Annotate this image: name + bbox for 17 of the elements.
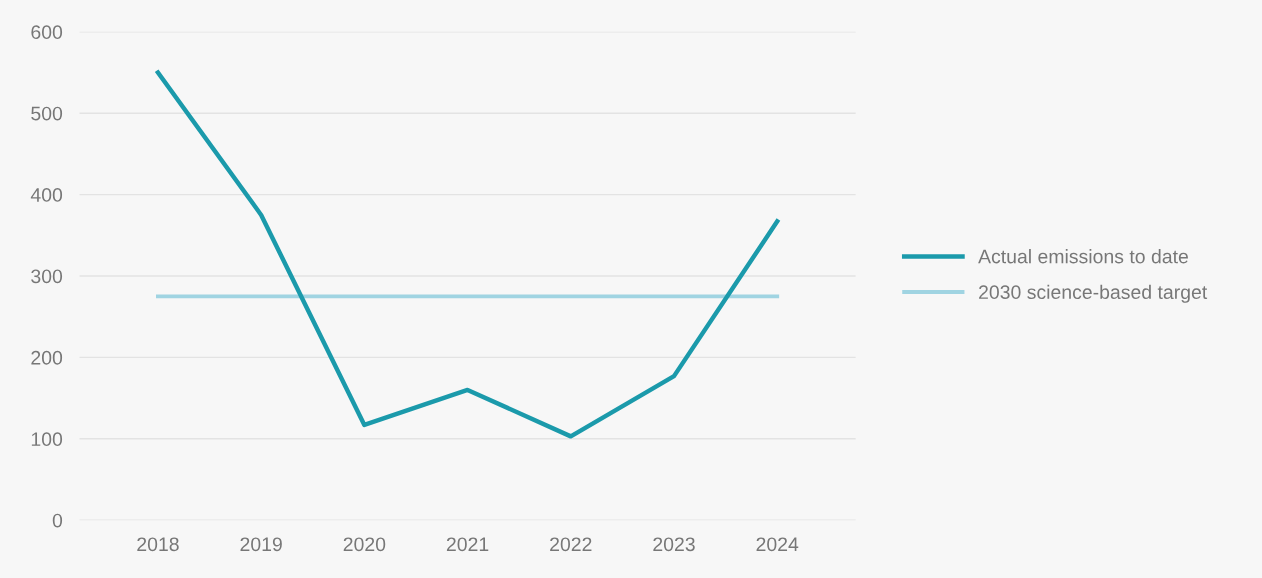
x-tick-label: 2019 xyxy=(240,537,282,552)
y-tick-label: 0 xyxy=(52,513,63,528)
line-series xyxy=(155,70,780,439)
y-tick-label: 100 xyxy=(31,432,63,447)
x-tick-label: 2020 xyxy=(343,537,386,552)
y-tick-label: 200 xyxy=(31,350,63,365)
legend-label: 2030 science-based target xyxy=(979,284,1208,303)
y-tick-label: 500 xyxy=(31,106,63,121)
y-tick-label: 300 xyxy=(31,269,63,284)
x-tick-label: 2021 xyxy=(446,537,489,552)
x-tick-label: 2024 xyxy=(756,537,799,552)
y-tick-label: 400 xyxy=(30,188,63,202)
x-tick-label: 2023 xyxy=(653,537,695,552)
y-tick-label: 600 xyxy=(31,25,63,40)
x-tick-label: 2022 xyxy=(550,537,592,552)
legend-label: Actual emissions to date xyxy=(978,249,1188,264)
x-tick-label: 2018 xyxy=(137,537,179,552)
